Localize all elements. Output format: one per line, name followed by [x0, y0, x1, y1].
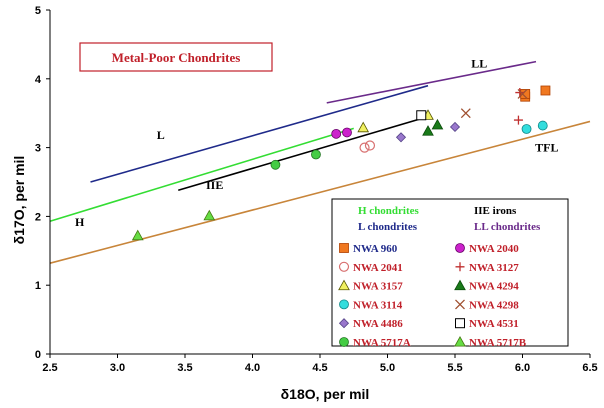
x-tick-label: 6.5	[582, 362, 597, 374]
legend-label-nwa-2041: NWA 2041	[353, 262, 403, 274]
legend-marker-nwa-5717b	[454, 336, 466, 347]
y-tick-label: 3	[35, 143, 41, 155]
legend-label-nwa-5717b: NWA 5717B	[469, 337, 527, 349]
legend-label-nwa-4486: NWA 4486	[353, 318, 403, 330]
data-point-nwa-4486-2	[449, 121, 461, 133]
data-point-nwa-5717b-2	[203, 209, 216, 221]
x-tick-label: 6.0	[515, 362, 530, 374]
legend-marker-nwa-3157	[338, 279, 350, 291]
data-point-nwa-4531-1	[416, 110, 427, 121]
legend-header-l-chondrites: L chondrites	[358, 221, 418, 233]
legend-marker-nwa-4298	[455, 299, 465, 310]
data-point-nwa-4298-2	[517, 88, 528, 99]
legend-header-iie-irons: IIE irons	[474, 205, 517, 217]
legend-label-nwa-5717a: NWA 5717A	[353, 337, 411, 349]
legend-label-nwa-3157: NWA 3157	[353, 281, 403, 293]
axes: 2.5 3.0 3.5 4.0 4.5 5.0 5.5 6.0 6.5 0 1 2 3 4 5	[35, 5, 598, 374]
legend-marker-nwa-960	[339, 243, 349, 253]
y-tick-label: 4	[35, 74, 42, 86]
data-point-nwa-5717a-1	[270, 159, 281, 170]
legend-label-nwa-3114: NWA 3114	[353, 299, 403, 311]
data-point-nwa-4294-1	[422, 125, 434, 136]
data-point-nwa-2040-2	[342, 127, 352, 138]
legend-marker-nwa-3114	[339, 299, 349, 310]
legend-marker-nwa-4486	[338, 318, 350, 329]
data-point-nwa-2040-1	[331, 128, 342, 139]
legend-label-nwa-4294: NWA 4294	[469, 281, 519, 293]
x-tick-label: 4.5	[312, 362, 327, 374]
reference-line-label-l: L	[157, 128, 165, 142]
data-point-nwa-3114-1	[521, 124, 532, 134]
x-tick-label: 3.5	[177, 362, 192, 374]
data-point-nwa-4298-1	[460, 108, 471, 119]
x-tick-label: 3.0	[110, 362, 125, 374]
data-point-nwa-4294-2	[431, 118, 444, 130]
reference-line-l	[90, 84, 429, 183]
legend-marker-nwa-4531	[455, 318, 465, 329]
legend-marker-nwa-3127	[455, 262, 465, 272]
reference-line-label-iie: IIE	[206, 178, 223, 192]
reference-line-iie	[178, 115, 429, 192]
data-point-nwa-3127-1	[513, 115, 523, 125]
reference-line-label-h: H	[75, 215, 85, 229]
data-point-nwa-2041-1	[359, 142, 370, 153]
reference-line-label-tfl: TFL	[535, 141, 558, 155]
legend-marker-nwa-5717a	[339, 337, 349, 347]
data-point-nwa-960-3	[540, 85, 551, 96]
x-tick-label: 4.0	[245, 362, 260, 374]
legend-marker-nwa-4294	[454, 279, 466, 291]
legend-header-ll-chondrites: LL chondrites	[474, 221, 541, 233]
legend-header-h-chondrites: H chondrites	[358, 205, 420, 217]
y-tick-label: 2	[35, 211, 41, 223]
legend-marker-nwa-2041	[338, 261, 350, 272]
legend-label-nwa-2040: NWA 2040	[469, 243, 519, 255]
x-tick-label: 5.5	[447, 362, 462, 374]
data-point-nwa-5717a-2	[311, 149, 321, 160]
reference-line-ll	[326, 60, 537, 104]
chart-title-box: Metal-Poor Chondrites	[79, 42, 273, 72]
data-point-nwa-3157-1	[357, 121, 370, 133]
x-tick-label: 5.0	[380, 362, 395, 374]
reference-line-label-ll: LL	[471, 57, 487, 71]
y-axis-label: δ17O, per mil	[11, 156, 27, 245]
reference-line-h	[49, 127, 354, 222]
y-tick-label: 1	[35, 280, 41, 292]
legend-label-nwa-4531: NWA 4531	[469, 318, 519, 330]
y-tick-label: 5	[35, 5, 41, 17]
data-point-nwa-4486-1	[395, 132, 407, 143]
y-tick-label: 0	[35, 349, 41, 361]
x-tick-label: 2.5	[42, 362, 57, 374]
data-point-nwa-3127-2	[515, 88, 525, 98]
legend-label-nwa-960: NWA 960	[353, 243, 398, 255]
data-point-nwa-3114-2	[537, 120, 548, 131]
legend-label-nwa-4298: NWA 4298	[469, 299, 519, 311]
legend: H chondrites IIE irons L chondrites LL chon…	[331, 198, 569, 349]
legend-marker-nwa-2040	[455, 243, 465, 253]
data-point-nwa-960-2	[520, 89, 531, 99]
legend-label-nwa-3127: NWA 3127	[469, 262, 519, 274]
data-point-nwa-2041-2	[364, 140, 376, 151]
chart-title: Metal-Poor Chondrites	[112, 50, 241, 65]
x-axis-label: δ18O, per mil	[281, 386, 370, 402]
data-point-nwa-5717b-1	[131, 229, 144, 241]
data-points	[131, 85, 551, 241]
